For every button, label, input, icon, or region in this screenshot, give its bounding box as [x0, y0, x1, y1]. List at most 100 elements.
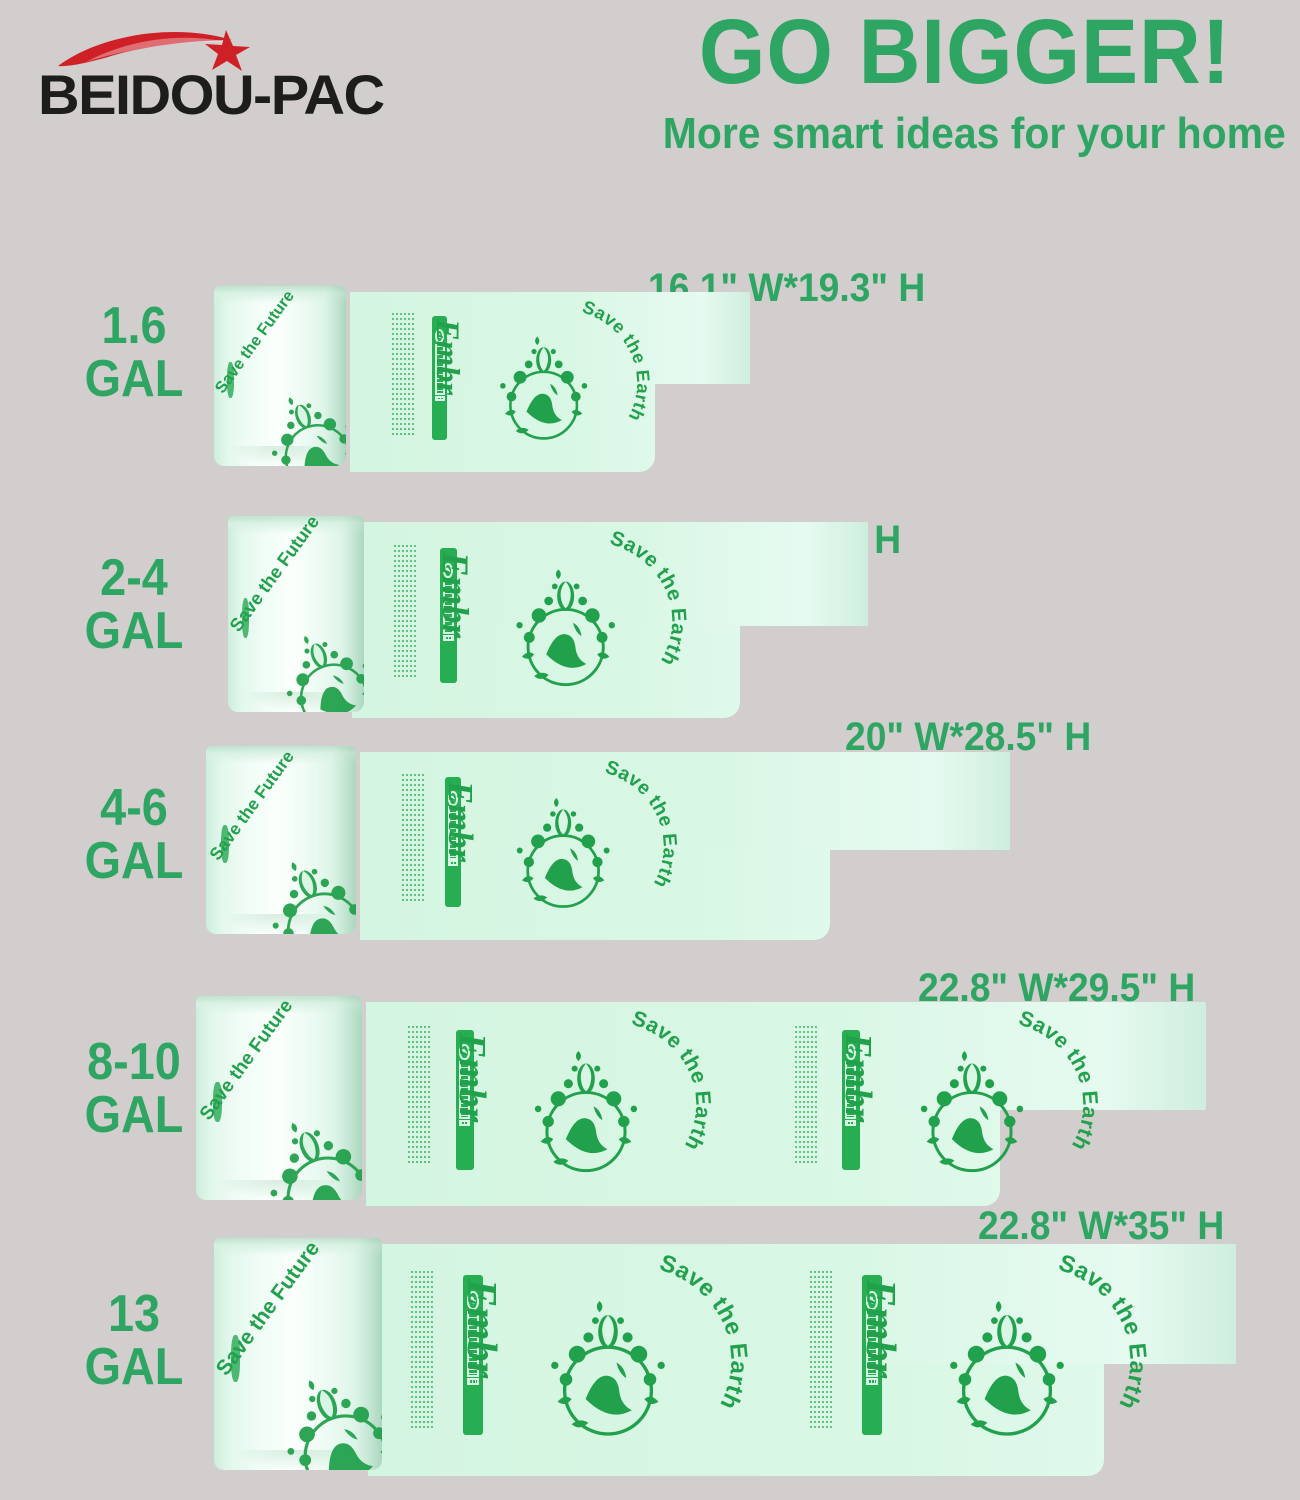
home-compostable-label [442, 635, 454, 642]
roll-seedling-mark [241, 598, 250, 638]
bag-fine-print [391, 312, 414, 437]
brand-logo: BEIDOU-PAC [38, 24, 428, 134]
bag-step-notch [655, 384, 750, 476]
earth-globe-icon [516, 797, 610, 908]
size-label: 1.6 GAL [84, 297, 184, 409]
bag-step-notch [830, 850, 1010, 944]
bag-fine-print [809, 1271, 832, 1431]
roll-top-edge [214, 1238, 382, 1256]
compostable-certification-badge [455, 1029, 474, 1170]
bag-fine-print [408, 1026, 431, 1167]
home-compostable-label [866, 1377, 879, 1385]
bag-print-panel: Embr [807, 1250, 1150, 1451]
compostable-certification-badge [432, 316, 448, 440]
bag-sheet-upper [360, 752, 1010, 850]
bag-fine-print [402, 774, 425, 904]
earth-globe-icon [499, 336, 587, 441]
dimension-label: 20" W*28.5" H [845, 715, 1092, 759]
bag-sheet: Embr [352, 522, 868, 722]
compostable-certification-badge [439, 548, 457, 684]
roll-top-edge [228, 516, 364, 534]
bag-step-notch [1000, 1110, 1206, 1210]
compostable-seedling-icon [443, 562, 454, 579]
bag-arc-text: Save the Earth [568, 296, 653, 446]
compostable-seedling-icon [467, 1291, 479, 1310]
bag-print-panel: Embr [406, 1006, 715, 1183]
roll-seedling-mark [212, 1081, 222, 1123]
bag-sheet: Embr [366, 1002, 1206, 1210]
bag-sheet-upper [350, 292, 750, 384]
bag-print-panel: Embr [792, 1006, 1102, 1183]
earth-globe-graphic [523, 1040, 649, 1180]
roll-top-edge [206, 746, 356, 764]
roll-top-edge [214, 286, 346, 304]
earth-globe-graphic [909, 1040, 1035, 1180]
bag-sheet: Embr [360, 752, 1010, 944]
size-label: 8-10 GAL [84, 1033, 184, 1145]
compostable-seedling-icon [435, 328, 445, 343]
bag-arc-text: Save the Earth [1040, 1250, 1150, 1443]
bag-arc-text: Save the Earth [641, 1250, 751, 1443]
brand-wordmark: BEIDOU-PAC [38, 63, 385, 126]
bag-print-panel: Embr [392, 526, 689, 697]
page-headline: GO BIGGER! [698, 1, 1232, 103]
dimension-label: 22.8" W*35" H [978, 1204, 1225, 1248]
bag-step-notch [740, 626, 868, 722]
compostable-certification-badge [862, 1275, 883, 1435]
bag-arc-text: Save the Earth [594, 526, 690, 690]
compostable-seedling-icon [448, 790, 458, 806]
bag-fine-print [794, 1026, 817, 1167]
bag-print-panel: Embr [390, 296, 653, 453]
bag-arc-text: Save the Earth [615, 1006, 715, 1176]
compostable-certification-badge [463, 1275, 483, 1435]
home-compostable-label [466, 1377, 480, 1385]
bag-arc-text: Save the Earth [590, 756, 680, 913]
earth-globe-icon [950, 1301, 1065, 1436]
svg-text:Save the Earth: Save the Earth [1055, 1250, 1150, 1413]
home-compostable-label [845, 1119, 857, 1127]
size-label: 4-6 GAL [84, 779, 184, 891]
bag-sheet: Embr [368, 1244, 1236, 1480]
compostable-seedling-icon [845, 1044, 857, 1061]
bag-step-notch [1104, 1364, 1236, 1480]
roll-seedling-mark [230, 1335, 241, 1382]
bag-sheet: Embr [350, 292, 750, 476]
headline-block: GO BIGGER! More smart ideas for your hom… [640, 1, 1290, 159]
roll-seedling-mark [221, 824, 230, 863]
home-compostable-label [448, 860, 459, 867]
bag-fine-print [410, 1271, 433, 1431]
home-compostable-label [435, 395, 445, 402]
compostable-seedling-icon [866, 1291, 879, 1310]
home-compostable-label [458, 1119, 471, 1127]
bag-arc-text: Save the Earth [1002, 1006, 1101, 1176]
bag-sheet-upper [352, 522, 868, 626]
bag-fine-print [394, 545, 417, 680]
swoosh-star-icon [58, 30, 250, 71]
earth-globe-graphic [538, 1287, 678, 1447]
bag-sheet-upper [366, 1002, 1206, 1110]
earth-globe-icon [534, 1050, 638, 1173]
earth-globe-icon [921, 1050, 1024, 1173]
bag-sheet-lower [352, 626, 740, 718]
bag-script-wordmark: Embr [856, 1279, 904, 1379]
earth-globe-icon [551, 1301, 665, 1436]
bag-roll: Save the Future [214, 1238, 382, 1470]
bag-print-panel: Embr [400, 756, 680, 920]
page-subheadline: More smart ideas for your home [662, 109, 1286, 159]
compostable-seedling-icon [459, 1044, 470, 1061]
size-label: 2-4 GAL [84, 549, 184, 661]
size-label: 13 GAL [84, 1285, 184, 1397]
roll-top-edge [196, 996, 362, 1014]
earth-globe-graphic [505, 559, 626, 694]
header: BEIDOU-PAC GO BIGGER! More smart ideas f… [0, 0, 1300, 205]
bag-print-panel: Embr [408, 1250, 750, 1451]
earth-globe-graphic [506, 787, 620, 916]
compostable-certification-badge [841, 1029, 860, 1170]
earth-globe-icon [516, 568, 615, 686]
compostable-certification-badge [444, 777, 462, 907]
earth-globe-graphic [937, 1287, 1077, 1447]
bag-script-wordmark: Embr [457, 1279, 505, 1379]
